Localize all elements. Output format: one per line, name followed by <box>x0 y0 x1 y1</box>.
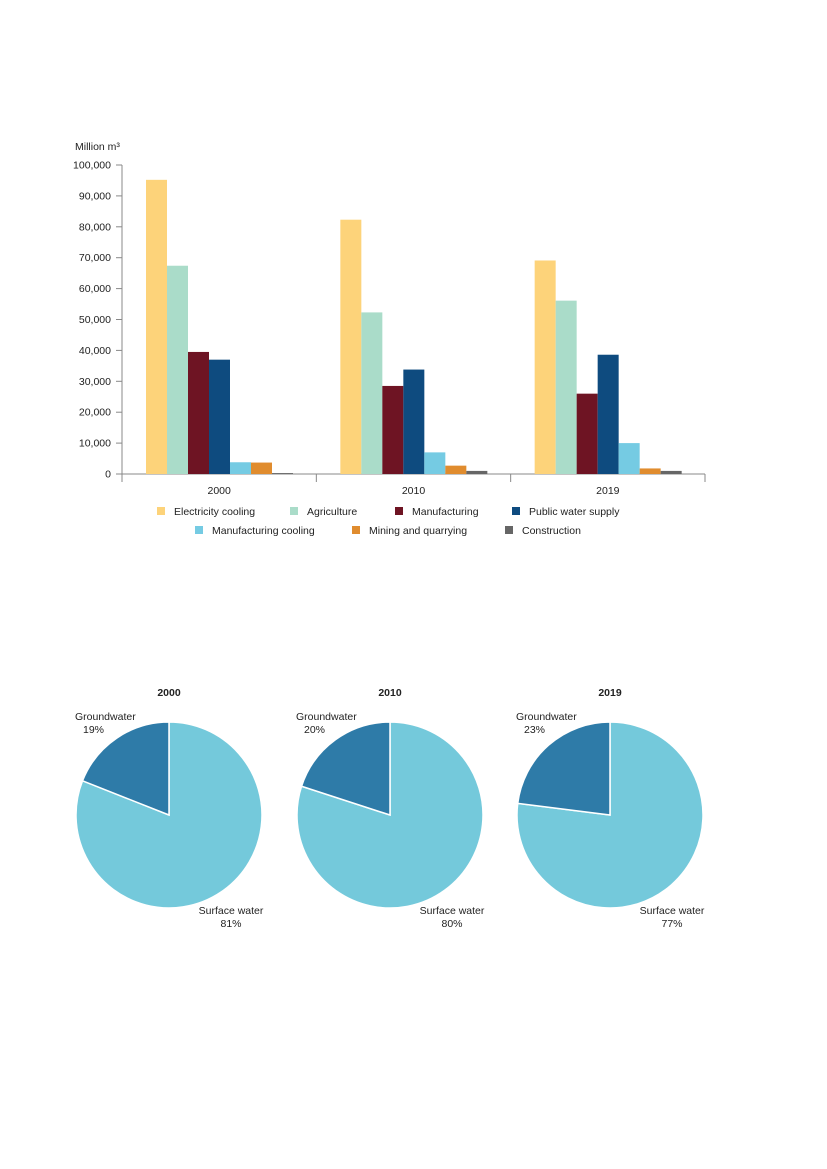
legend-label: Manufacturing <box>412 506 479 518</box>
pie-label-surface-water: Surface water <box>640 905 705 917</box>
x-tick-label: 2000 <box>207 485 231 497</box>
bar-mining-and-quarrying-2019 <box>639 468 661 474</box>
legend-swatch <box>157 507 165 515</box>
pie-title: 2000 <box>157 687 181 699</box>
y-tick-label: 90,000 <box>79 190 111 202</box>
pie-pct-groundwater: 19% <box>83 724 104 736</box>
pie-title: 2010 <box>378 687 402 699</box>
pie-pct-groundwater: 20% <box>304 724 325 736</box>
bar-agriculture-2019 <box>555 300 577 474</box>
y-tick-label: 50,000 <box>79 314 111 326</box>
y-tick-label: 40,000 <box>79 345 111 357</box>
y-tick-label: 80,000 <box>79 221 111 233</box>
legend-swatch <box>290 507 298 515</box>
bar-manufacturing-cooling-2019 <box>618 443 640 474</box>
legend-swatch <box>395 507 403 515</box>
legend-swatch <box>195 526 203 534</box>
bar-public-water-supply-2000 <box>209 359 230 474</box>
water-abstraction-bar-chart: Million m³ 0 10,000 20,000 30,000 40,000 50,00… <box>73 141 706 537</box>
legend-label: Manufacturing cooling <box>212 525 315 537</box>
y-tick-label: 60,000 <box>79 283 111 295</box>
y-tick-label: 30,000 <box>79 376 111 388</box>
legend-swatch <box>512 507 520 515</box>
y-tick-label: 70,000 <box>79 252 111 264</box>
pie-title: 2019 <box>598 687 622 699</box>
pie-label-groundwater: Groundwater <box>296 711 357 723</box>
bar-mining-and-quarrying-2000 <box>251 462 272 474</box>
bar-public-water-supply-2019 <box>597 354 619 474</box>
bar-manufacturing-2019 <box>576 393 598 474</box>
bar-electricity-cooling-2010 <box>340 219 362 474</box>
pie-pct-surface-water: 80% <box>441 918 462 930</box>
pie-slice-groundwater <box>516 721 611 816</box>
bar-agriculture-2000 <box>167 265 188 474</box>
bar-electricity-cooling-2000 <box>146 179 167 474</box>
bar-manufacturing-2000 <box>188 351 209 474</box>
pie-label-surface-water: Surface water <box>199 905 264 917</box>
pie-pct-surface-water: 81% <box>220 918 241 930</box>
bar-construction-2000 <box>272 473 293 474</box>
x-tick-label: 2010 <box>402 485 426 497</box>
y-tick-label: 0 <box>105 469 111 481</box>
y-axis-label: Million m³ <box>75 141 120 153</box>
pie-pct-surface-water: 77% <box>661 918 682 930</box>
pie-label-groundwater: Groundwater <box>516 711 577 723</box>
legend-label: Electricity cooling <box>174 506 255 518</box>
pie-slice-groundwater <box>300 721 391 817</box>
legend-label: Public water supply <box>529 506 620 518</box>
legend-label: Construction <box>522 525 581 537</box>
pie-slice-groundwater <box>81 721 170 817</box>
pie-label-groundwater: Groundwater <box>75 711 136 723</box>
bar-electricity-cooling-2019 <box>534 260 556 474</box>
bar-construction-2019 <box>660 470 682 474</box>
pie-label-surface-water: Surface water <box>420 905 485 917</box>
pie-pct-groundwater: 23% <box>524 724 545 736</box>
legend-label: Mining and quarrying <box>369 525 467 537</box>
bar-manufacturing-cooling-2010 <box>424 452 446 474</box>
bar-agriculture-2010 <box>361 312 383 474</box>
bar-manufacturing-2010 <box>382 385 404 474</box>
bar-public-water-supply-2010 <box>403 369 425 474</box>
bar-mining-and-quarrying-2010 <box>445 465 467 474</box>
bar-construction-2010 <box>466 470 488 474</box>
y-tick-label: 10,000 <box>79 438 111 450</box>
legend-swatch <box>352 526 360 534</box>
y-tick-label: 20,000 <box>79 407 111 419</box>
legend-label: Agriculture <box>307 506 357 518</box>
y-tick-label: 100,000 <box>73 160 111 172</box>
x-tick-label: 2019 <box>596 485 620 497</box>
legend-swatch <box>505 526 513 534</box>
bar-manufacturing-cooling-2000 <box>230 462 251 474</box>
